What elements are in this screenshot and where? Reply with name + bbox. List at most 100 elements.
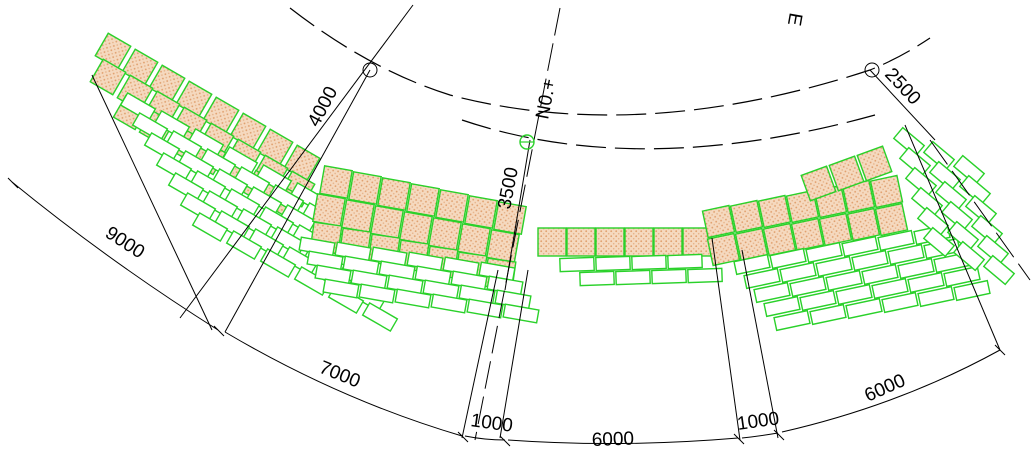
plain-brick <box>952 240 986 272</box>
plain-brick <box>881 291 919 314</box>
plain-brick <box>213 209 251 241</box>
plain-brick <box>845 297 883 320</box>
hatched-tile <box>869 174 904 209</box>
hatched-tile <box>846 207 881 242</box>
plain-brick <box>165 129 203 161</box>
plain-brick <box>651 268 687 285</box>
plain-brick <box>131 111 169 143</box>
plain-brick <box>211 167 249 199</box>
plain-brick <box>763 295 801 318</box>
hatched-tile <box>318 164 354 200</box>
hatched-tile <box>347 170 383 206</box>
plain-brick <box>851 249 889 272</box>
dim-1000-right: 1000 <box>736 408 781 435</box>
plain-brick <box>667 253 703 270</box>
plain-brick <box>177 149 215 181</box>
plain-brick <box>179 191 217 223</box>
plain-brick <box>361 301 399 333</box>
hatched-tile <box>566 227 596 257</box>
plain-brick <box>199 147 237 179</box>
hatched-tile <box>757 194 792 229</box>
dimension-lines <box>7 4 1031 447</box>
hatched-tile <box>376 176 412 212</box>
plain-brick <box>871 277 909 300</box>
hatched-tile <box>311 192 347 228</box>
plain-brick <box>982 254 1016 286</box>
paving-tile-field <box>89 32 1016 333</box>
plain-brick <box>143 131 181 163</box>
plain-brick <box>943 265 981 288</box>
plain-brick <box>805 241 843 264</box>
plain-brick <box>892 126 926 158</box>
hatched-tile <box>398 210 434 246</box>
hatched-tile <box>682 227 712 257</box>
plain-brick <box>247 227 285 259</box>
plain-brick <box>279 203 317 235</box>
plain-brick <box>861 263 899 286</box>
hatched-tile <box>369 204 405 240</box>
plain-brick <box>167 171 205 203</box>
plain-brick <box>201 189 239 221</box>
plain-brick <box>255 163 293 195</box>
hatched-tile <box>595 227 625 257</box>
hatched-tile <box>800 165 837 202</box>
plain-brick <box>743 267 781 290</box>
hatched-tile <box>706 232 741 267</box>
hatched-tile <box>790 217 825 252</box>
plain-brick <box>259 247 297 279</box>
plain-brick <box>976 234 1010 266</box>
plain-brick <box>155 151 193 183</box>
plain-brick <box>887 243 925 266</box>
plain-brick <box>898 146 932 178</box>
hatched-tile <box>427 216 463 252</box>
hatched-tile <box>340 198 376 234</box>
plain-brick <box>934 180 968 212</box>
plain-brick <box>559 256 595 273</box>
plain-brick <box>322 278 360 299</box>
plain-brick <box>631 254 667 271</box>
plain-brick <box>221 145 259 177</box>
plain-brick <box>257 205 295 237</box>
plain-brick <box>233 165 271 197</box>
plain-brick <box>922 226 956 258</box>
plain-brick <box>615 269 651 286</box>
hatched-tile <box>89 58 127 96</box>
plain-brick <box>841 235 879 258</box>
hatched-tile <box>405 182 441 218</box>
plain-brick <box>897 257 935 280</box>
plain-brick <box>187 127 225 159</box>
plain-brick <box>281 245 319 277</box>
plain-brick <box>799 289 837 312</box>
plain-brick <box>907 271 945 294</box>
hatched-tile <box>624 227 654 257</box>
plain-brick <box>916 206 950 238</box>
plain-brick <box>579 270 615 287</box>
plain-brick <box>789 275 827 298</box>
plain-brick <box>733 253 771 276</box>
plain-brick <box>928 160 962 192</box>
plain-brick <box>191 211 229 243</box>
hatched-tile <box>701 204 736 239</box>
plain-brick <box>223 187 261 219</box>
plain-brick <box>877 229 915 252</box>
inner-dashed-arc <box>461 114 876 150</box>
plain-brick <box>779 261 817 284</box>
plain-brick <box>189 169 227 201</box>
dim-6000-right: 6000 <box>861 370 908 406</box>
plain-brick <box>595 255 631 272</box>
dim-3500: 3500 <box>494 165 523 211</box>
plain-brick <box>835 283 873 306</box>
hatched-tile <box>818 212 853 247</box>
plain-brick <box>769 247 807 270</box>
plain-brick <box>917 285 955 308</box>
hatched-tile <box>729 199 764 234</box>
plain-brick <box>952 154 986 186</box>
plain-brick <box>153 109 191 141</box>
hatched-tile <box>537 227 567 257</box>
plain-brick <box>430 293 468 314</box>
plain-brick <box>970 214 1004 246</box>
plain-brick <box>773 309 811 332</box>
plain-brick <box>394 288 432 309</box>
plain-brick <box>466 298 504 319</box>
